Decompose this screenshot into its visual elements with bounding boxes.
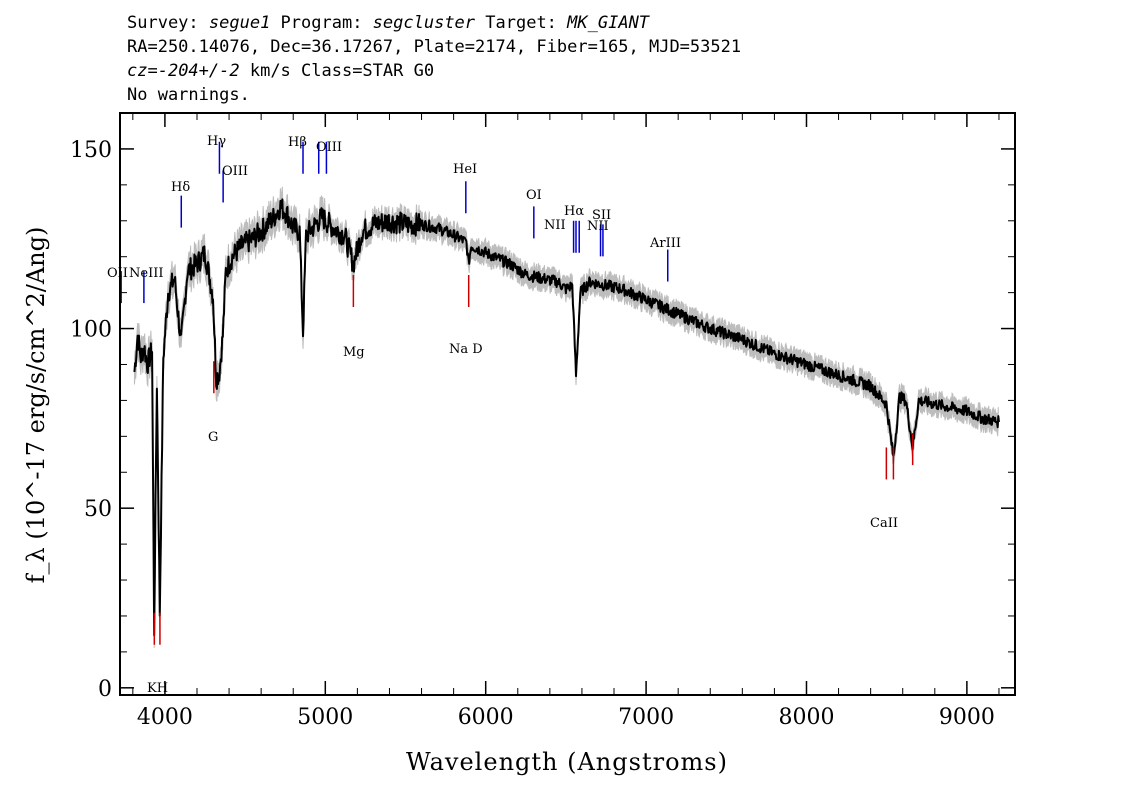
emission-label-nii-a: NII: [544, 218, 566, 233]
spectrum-info-line-2: RA=250.14076, Dec=36.17267, Plate=2174, …: [127, 37, 742, 57]
emission-label-oi: OI: [526, 188, 542, 203]
emission-label-neiii: NeIII: [129, 266, 163, 281]
program-value: segcluster: [372, 13, 476, 33]
emission-label-halpha: Hα: [564, 204, 584, 219]
emission-label-hgamma: Hγ: [207, 134, 226, 149]
x-tick-label: 7000: [618, 705, 674, 730]
x-tick-label: 8000: [778, 705, 834, 730]
y-tick-label: 150: [70, 138, 112, 163]
survey-label: Survey:: [127, 13, 209, 33]
emission-label-hei: HeI: [453, 162, 477, 177]
spectrum-info-line-3: cz=-204+/-2 km/s Class=STAR G0: [127, 62, 434, 81]
emission-label-hbeta: Hβ: [288, 135, 307, 150]
class-text: km/s Class=STAR G0: [239, 61, 435, 81]
y-tick-label: 100: [70, 318, 112, 343]
x-tick-label: 4000: [137, 705, 193, 730]
absorption-label-kh: KH: [147, 681, 168, 696]
absorption-label-g: G: [208, 430, 218, 445]
emission-label-nii-b: NII: [587, 219, 609, 234]
absorption-label-caii: CaII: [870, 516, 898, 531]
y-tick-label: 50: [84, 497, 112, 522]
flux-line: [133, 198, 1000, 637]
y-tick-label: 0: [98, 677, 112, 702]
warnings-line: No warnings.: [127, 85, 250, 105]
plot-frame: [119, 112, 1016, 696]
flux-series: [133, 198, 1000, 637]
spectrum-info-line-1: Survey: segue1 Program: segcluster Targe…: [127, 14, 649, 33]
cz-label: cz=: [127, 61, 158, 81]
x-axis-title: Wavelength (Angstroms): [406, 748, 728, 776]
spectral-line-markers: [120, 141, 914, 645]
emission-label-sii: SII: [592, 208, 611, 223]
cz-value: -204+/-2: [157, 61, 240, 81]
absorption-label-nad: Na D: [449, 342, 483, 357]
program-label: Program:: [270, 13, 373, 33]
target-value: MK_GIANT: [567, 13, 650, 33]
x-tick-label: 5000: [297, 705, 353, 730]
emission-label-oiii-a: OIII: [222, 164, 248, 179]
x-tick-label: 9000: [939, 705, 995, 730]
target-label: Target:: [475, 13, 568, 33]
y-axis-title: f_λ (10^-17 erg/s/cm^2/Ang): [22, 227, 50, 584]
emission-label-oii: OII: [107, 266, 128, 281]
axis-ticks: 4000 5000 6000 7000 8000 9000 0 50 100 150: [70, 112, 1015, 730]
emission-label-ariii: ArIII: [649, 236, 681, 251]
error-band: [133, 186, 999, 648]
absorption-label-mg: Mg: [343, 345, 365, 360]
emission-label-oiii-b: OIII: [316, 140, 342, 155]
survey-value: segue1: [208, 13, 271, 33]
error-band-area: [133, 186, 999, 648]
x-tick-label: 6000: [458, 705, 514, 730]
emission-label-hdelta: Hδ: [171, 180, 190, 195]
